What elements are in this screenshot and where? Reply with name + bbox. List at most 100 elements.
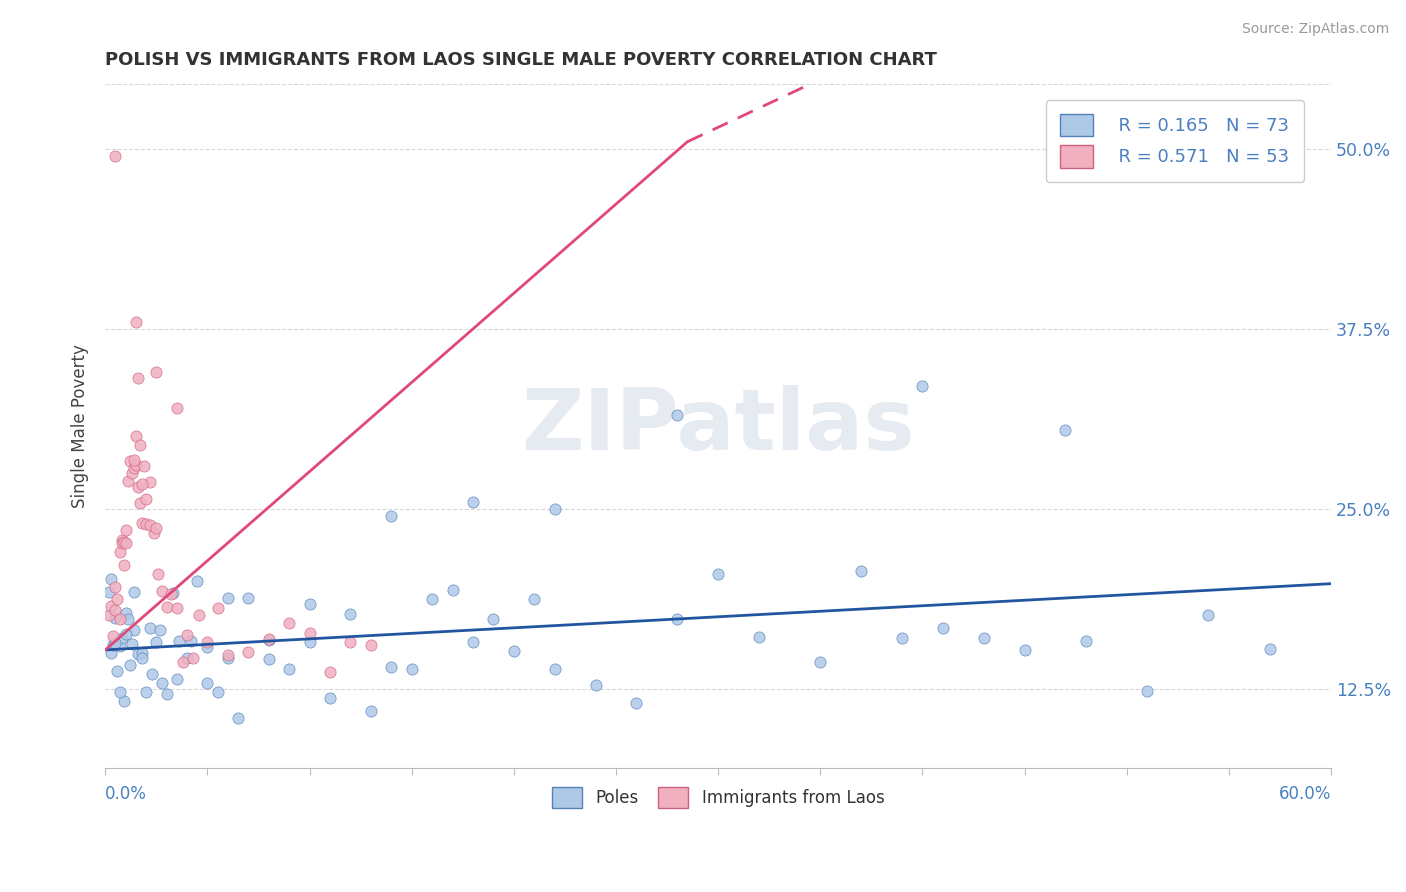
Point	[911, 379, 934, 393]
Point	[808, 655, 831, 669]
Point	[188, 607, 211, 622]
Point	[360, 638, 382, 652]
Point	[932, 621, 955, 635]
Point	[103, 629, 125, 643]
Point	[176, 628, 198, 642]
Point	[112, 558, 135, 572]
Point	[122, 623, 145, 637]
Point	[145, 365, 167, 379]
Point	[131, 650, 153, 665]
Point	[145, 634, 167, 648]
Point	[973, 631, 995, 645]
Point	[502, 644, 524, 658]
Point	[339, 634, 361, 648]
Point	[319, 690, 342, 705]
Point	[152, 676, 174, 690]
Point	[108, 612, 131, 626]
Point	[104, 602, 127, 616]
Point	[108, 545, 131, 559]
Point	[127, 481, 149, 495]
Point	[104, 636, 127, 650]
Point	[1074, 634, 1097, 648]
Point	[149, 623, 172, 637]
Point	[139, 517, 162, 532]
Point	[461, 494, 484, 508]
Point	[186, 574, 208, 589]
Point	[155, 599, 177, 614]
Point	[139, 621, 162, 635]
Point	[195, 635, 218, 649]
Point	[849, 564, 872, 578]
Point	[125, 315, 148, 329]
Point	[181, 651, 204, 665]
Point	[104, 580, 127, 594]
Point	[129, 438, 152, 452]
Point	[122, 461, 145, 475]
Point	[108, 684, 131, 698]
Point	[167, 633, 190, 648]
Point	[1014, 642, 1036, 657]
Point	[278, 662, 301, 676]
Point	[891, 631, 914, 645]
Point	[666, 612, 689, 626]
Point	[257, 652, 280, 666]
Point	[110, 632, 132, 646]
Point	[666, 409, 689, 423]
Point	[195, 676, 218, 690]
Point	[135, 517, 157, 532]
Point	[112, 694, 135, 708]
Point	[217, 591, 239, 606]
Point	[707, 567, 730, 582]
Point	[544, 662, 567, 676]
Point	[166, 672, 188, 686]
Point	[118, 658, 141, 673]
Point	[626, 696, 648, 710]
Point	[298, 598, 321, 612]
Point	[217, 648, 239, 663]
Point	[122, 453, 145, 467]
Point	[139, 475, 162, 489]
Y-axis label: Single Male Poverty: Single Male Poverty	[72, 344, 89, 508]
Point	[131, 476, 153, 491]
Point	[162, 586, 184, 600]
Text: 0.0%: 0.0%	[105, 785, 148, 803]
Point	[122, 584, 145, 599]
Point	[107, 664, 129, 678]
Point	[100, 572, 122, 586]
Point	[114, 627, 136, 641]
Point	[166, 601, 188, 615]
Point	[1258, 641, 1281, 656]
Point	[298, 635, 321, 649]
Point	[748, 630, 770, 644]
Point	[544, 501, 567, 516]
Point	[319, 665, 342, 680]
Point	[112, 534, 135, 549]
Point	[401, 662, 423, 676]
Point	[129, 496, 152, 510]
Point	[238, 645, 260, 659]
Point	[159, 587, 181, 601]
Point	[117, 474, 139, 488]
Point	[104, 149, 127, 163]
Point	[1054, 423, 1077, 437]
Point	[100, 599, 122, 613]
Point	[278, 615, 301, 630]
Point	[380, 508, 402, 523]
Point	[298, 626, 321, 640]
Point	[360, 704, 382, 718]
Point	[127, 370, 149, 384]
Point	[107, 592, 129, 607]
Point	[217, 651, 239, 665]
Point	[98, 585, 121, 599]
Point	[125, 429, 148, 443]
Point	[238, 591, 260, 605]
Point	[482, 612, 505, 626]
Point	[121, 466, 143, 480]
Point	[127, 647, 149, 661]
Point	[117, 612, 139, 626]
Point	[141, 666, 163, 681]
Point	[380, 659, 402, 673]
Point	[195, 640, 218, 654]
Point	[152, 584, 174, 599]
Point	[118, 454, 141, 468]
